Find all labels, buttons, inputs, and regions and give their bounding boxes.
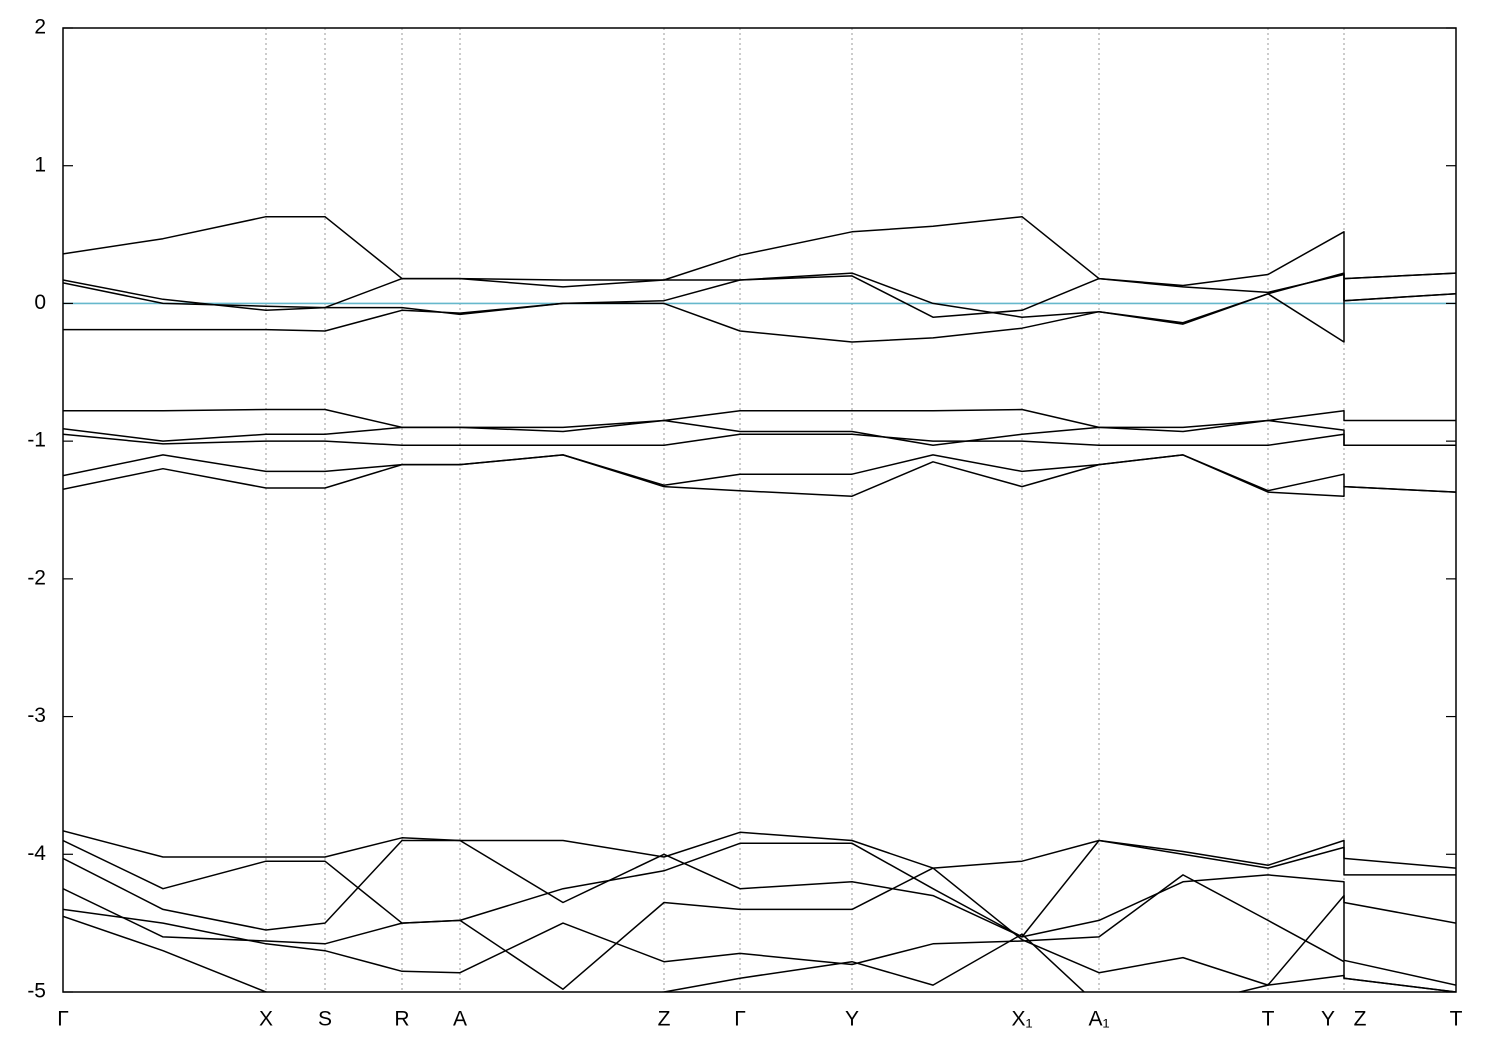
band-line: [63, 408, 1456, 433]
band-line: [63, 830, 1456, 869]
y-tick-label: -4: [27, 842, 46, 865]
grid: [63, 28, 1456, 992]
band-line: [63, 454, 1456, 497]
x-tick-label: T: [1262, 1008, 1275, 1031]
x-tick-label: A: [453, 1008, 467, 1031]
y-tick-label: -3: [27, 704, 46, 727]
x-tick-label: Z: [658, 1008, 671, 1031]
x-tick-label: Γ: [57, 1008, 69, 1031]
x-tick-label: Y: [1321, 1008, 1335, 1031]
x-tick-label: Z: [1354, 1008, 1367, 1031]
y-tick-label: 0: [34, 291, 46, 314]
x-tick-label: A₁: [1088, 1008, 1109, 1031]
band-line: [63, 454, 1456, 493]
y-tick-label: -2: [27, 566, 46, 589]
band-line: [63, 272, 1456, 325]
bands: [63, 215, 1456, 992]
x-tick-label: X: [259, 1008, 273, 1031]
band-line: [63, 273, 1456, 318]
x-tick-label: S: [318, 1008, 332, 1031]
x-tick-label: X₁: [1011, 1008, 1032, 1031]
band-line: [63, 874, 1456, 992]
x-tick-label: R: [394, 1008, 409, 1031]
band-line: [63, 272, 1456, 343]
band-line: [63, 839, 1456, 938]
band-line: [63, 867, 1456, 990]
plot-frame: [62, 27, 1457, 993]
y-tick-label: -1: [27, 429, 46, 452]
y-tick-label: -5: [27, 980, 46, 1003]
y-tick-label: 1: [34, 153, 46, 176]
x-tick-label: T: [1450, 1008, 1463, 1031]
band-line: [63, 215, 1456, 287]
band-line: [63, 433, 1456, 447]
band-line: [63, 839, 1456, 938]
x-tick-label: Y: [845, 1008, 859, 1031]
y-tick-label: 2: [34, 16, 46, 39]
band-line: [63, 915, 1456, 992]
x-tick-label: Γ: [734, 1008, 746, 1031]
band-line: [63, 419, 1456, 447]
